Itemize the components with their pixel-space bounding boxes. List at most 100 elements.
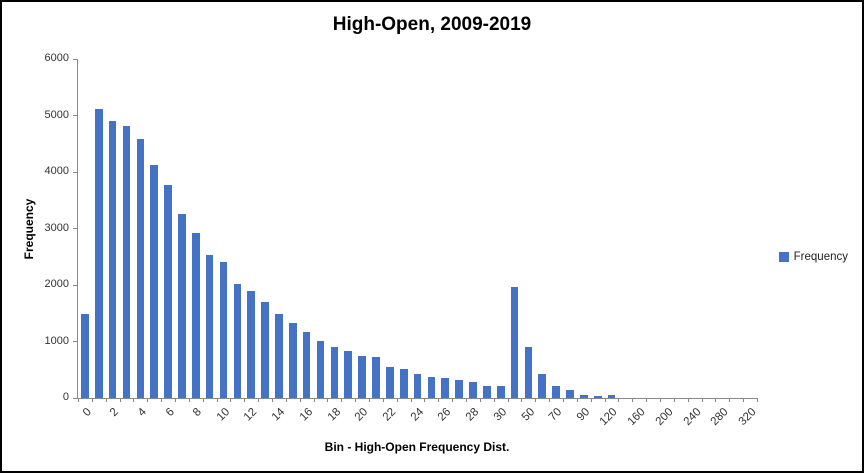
legend-swatch	[778, 252, 789, 262]
x-tick-mark	[632, 398, 634, 402]
y-tick-mark	[73, 397, 78, 399]
bar	[81, 314, 89, 398]
bar	[205, 254, 214, 398]
x-tick-mark	[673, 398, 675, 402]
y-tick-label: 4000	[44, 165, 69, 178]
x-tick-label: 70	[547, 406, 565, 424]
x-tick-mark	[355, 398, 357, 402]
bar-slot	[535, 59, 549, 398]
bar-slot: 10	[214, 59, 232, 424]
x-tick-label: 240	[681, 406, 704, 429]
bar	[510, 286, 519, 398]
bar	[178, 214, 186, 398]
bar-slot	[508, 59, 522, 398]
bar-slot: 70	[547, 59, 565, 424]
y-tick-label: 0	[62, 391, 69, 403]
x-tick-mark	[244, 398, 246, 402]
x-tick-mark	[604, 398, 606, 402]
x-tick-label: 50	[519, 406, 537, 424]
x-tick-mark	[479, 398, 481, 402]
x-tick-mark	[396, 398, 398, 402]
x-tick-mark	[729, 398, 731, 402]
bar-slot: 320	[737, 59, 759, 428]
x-tick-label: 12	[242, 406, 260, 424]
bar-slot	[341, 59, 355, 398]
bar-slot: 26	[436, 59, 454, 424]
bar	[192, 233, 200, 398]
x-tick-mark	[258, 398, 260, 402]
bar-slot	[729, 59, 743, 398]
x-tick-mark	[133, 398, 135, 402]
x-tick-mark	[563, 398, 564, 402]
x-tick-label: 18	[325, 406, 343, 424]
x-tick-mark	[202, 398, 204, 402]
x-tick-label: 8	[191, 406, 205, 420]
x-tick-label: 14	[269, 406, 288, 424]
bar	[524, 347, 533, 398]
bar	[108, 121, 117, 398]
bar-slot: 4	[133, 59, 149, 419]
x-tick-mark	[382, 398, 384, 402]
y-tick-mark	[73, 115, 78, 116]
bar	[247, 290, 256, 398]
bar	[593, 396, 602, 398]
x-tick-mark	[535, 398, 537, 402]
y-tick-mark	[73, 171, 78, 173]
bar	[344, 351, 353, 398]
bar	[566, 389, 574, 398]
bar	[94, 109, 103, 398]
x-tick-mark	[272, 398, 273, 402]
y-tick-label: 5000	[44, 108, 69, 121]
bar-slot: 2	[106, 59, 121, 419]
bar-slot: 120	[598, 59, 620, 428]
x-tick-mark	[285, 398, 287, 402]
bar-slot: 160	[626, 59, 648, 428]
y-tick-mark	[73, 284, 78, 286]
chart-title: High-Open, 2009-2019	[332, 14, 532, 35]
x-tick-mark	[78, 398, 79, 402]
bar-slot	[369, 59, 383, 398]
bar-slot: 8	[189, 59, 204, 419]
bar-slot: 24	[409, 59, 426, 424]
bar	[261, 301, 269, 398]
bar	[275, 314, 283, 398]
x-tick-mark	[327, 398, 329, 402]
bar	[316, 340, 325, 398]
y-tick-label: 3000	[44, 221, 69, 234]
x-tick-mark	[549, 398, 551, 402]
x-tick-label: 120	[598, 406, 621, 429]
bar	[386, 366, 394, 398]
x-tick-mark	[660, 398, 661, 402]
x-tick-mark	[757, 398, 758, 402]
bar-slot	[203, 59, 217, 398]
x-tick-mark	[466, 398, 467, 402]
bar-slot	[314, 59, 328, 398]
bar-slot: 30	[492, 59, 509, 424]
bar-slot: 240	[681, 59, 703, 428]
x-tick-label: 280	[708, 406, 731, 429]
x-tick-label: 200	[653, 406, 676, 429]
bar	[150, 164, 159, 398]
bar-slot: 22	[381, 59, 398, 424]
x-tick-mark	[438, 398, 440, 402]
bar	[219, 262, 228, 398]
bar	[164, 185, 172, 398]
x-tick-mark	[299, 398, 301, 402]
x-tick-label: 2	[108, 406, 122, 420]
bar-slot	[452, 59, 466, 398]
x-tick-mark	[687, 398, 689, 402]
bar-slot: 0	[78, 59, 93, 419]
x-tick-mark	[576, 398, 578, 402]
bar-slot	[92, 59, 106, 398]
bar-slot	[591, 59, 605, 398]
x-tick-mark	[105, 398, 107, 402]
x-tick-mark	[147, 398, 149, 402]
x-tick-label: 26	[436, 406, 454, 424]
bar-slot: 14	[270, 59, 287, 424]
bar	[580, 394, 588, 398]
bar	[122, 125, 131, 398]
legend-label: Frequency	[793, 251, 848, 263]
bar-slot	[397, 59, 411, 398]
x-tick-label: 6	[163, 406, 177, 420]
bar	[413, 374, 422, 398]
